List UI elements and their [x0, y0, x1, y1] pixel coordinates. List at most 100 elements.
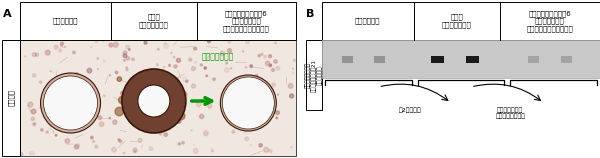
Circle shape — [242, 106, 245, 109]
Bar — [374, 55, 385, 63]
Circle shape — [271, 152, 272, 153]
Circle shape — [275, 42, 277, 44]
Circle shape — [80, 102, 83, 105]
Circle shape — [213, 78, 215, 80]
Circle shape — [126, 45, 130, 49]
Text: B: B — [306, 9, 314, 19]
Circle shape — [193, 148, 198, 153]
Bar — [528, 55, 539, 63]
Circle shape — [253, 104, 257, 108]
Circle shape — [170, 92, 175, 97]
Circle shape — [191, 84, 196, 88]
Circle shape — [174, 65, 177, 68]
Circle shape — [176, 118, 181, 123]
Circle shape — [169, 91, 173, 94]
Circle shape — [125, 90, 130, 94]
Circle shape — [206, 75, 208, 77]
Bar — [343, 55, 353, 63]
Circle shape — [157, 64, 158, 66]
Circle shape — [261, 53, 263, 55]
Circle shape — [126, 69, 128, 71]
Circle shape — [44, 76, 98, 130]
Circle shape — [59, 49, 62, 52]
Circle shape — [30, 152, 34, 156]
Circle shape — [103, 60, 105, 62]
Circle shape — [164, 82, 167, 84]
Circle shape — [245, 66, 247, 68]
Circle shape — [178, 143, 181, 145]
Circle shape — [208, 40, 211, 43]
Text: 肺高血圧が改善: 肺高血圧が改善 — [202, 52, 234, 61]
Circle shape — [173, 56, 175, 58]
Circle shape — [115, 71, 118, 74]
Circle shape — [160, 133, 161, 135]
Text: 肺に発現している
インターロイキン21
のタンパク量: 肺に発現している インターロイキン21 のタンパク量 — [305, 58, 323, 91]
Circle shape — [20, 153, 23, 156]
Circle shape — [91, 47, 92, 48]
Circle shape — [150, 84, 151, 85]
Circle shape — [95, 40, 98, 43]
Circle shape — [191, 130, 192, 131]
Circle shape — [182, 92, 187, 97]
Circle shape — [32, 74, 36, 77]
Circle shape — [259, 144, 262, 147]
Circle shape — [118, 139, 120, 141]
Circle shape — [220, 51, 224, 55]
Circle shape — [212, 150, 214, 152]
Circle shape — [152, 70, 156, 73]
Circle shape — [178, 112, 185, 120]
Circle shape — [41, 73, 101, 133]
Circle shape — [134, 111, 139, 115]
Circle shape — [176, 58, 181, 62]
Circle shape — [155, 103, 156, 105]
Text: 健康なマウス: 健康なマウス — [355, 18, 380, 24]
Circle shape — [144, 41, 147, 44]
Circle shape — [31, 109, 36, 114]
Circle shape — [128, 49, 130, 50]
Circle shape — [53, 131, 54, 132]
Circle shape — [134, 150, 136, 153]
Circle shape — [46, 112, 47, 114]
Text: 通常の
肺高血圧マウス: 通常の 肺高血圧マウス — [442, 14, 472, 28]
Circle shape — [94, 106, 97, 109]
Circle shape — [134, 105, 139, 109]
Circle shape — [31, 117, 34, 120]
Circle shape — [185, 80, 188, 82]
Circle shape — [175, 77, 179, 81]
Circle shape — [240, 92, 243, 95]
Circle shape — [246, 40, 250, 44]
Circle shape — [113, 42, 118, 47]
Circle shape — [269, 149, 272, 152]
Circle shape — [228, 41, 230, 43]
Circle shape — [272, 83, 275, 86]
Circle shape — [164, 133, 167, 136]
Circle shape — [182, 77, 187, 82]
Circle shape — [220, 75, 277, 131]
Circle shape — [171, 52, 172, 54]
Circle shape — [138, 138, 142, 142]
Circle shape — [33, 123, 35, 125]
Circle shape — [97, 58, 98, 59]
Circle shape — [290, 94, 293, 98]
Text: 通常の
肺高血圧マウス: 通常の 肺高血圧マウス — [139, 14, 169, 28]
Circle shape — [226, 62, 227, 64]
Circle shape — [161, 118, 167, 124]
Circle shape — [35, 53, 38, 56]
Text: 健康なマウスと
同レベルまで抑制: 健康なマウスと 同レベルまで抑制 — [496, 107, 526, 119]
Circle shape — [232, 130, 235, 133]
Circle shape — [229, 84, 233, 88]
Circle shape — [80, 121, 83, 123]
Bar — [322, 2, 600, 40]
Text: 約2倍に増加: 約2倍に増加 — [398, 107, 421, 113]
Circle shape — [203, 130, 208, 135]
Circle shape — [194, 99, 196, 102]
Circle shape — [89, 117, 94, 121]
Circle shape — [157, 48, 159, 50]
Circle shape — [73, 51, 76, 54]
Bar — [561, 55, 572, 63]
Circle shape — [91, 117, 92, 118]
Circle shape — [244, 131, 247, 133]
Circle shape — [67, 86, 68, 88]
Circle shape — [275, 111, 280, 115]
Circle shape — [54, 45, 58, 49]
